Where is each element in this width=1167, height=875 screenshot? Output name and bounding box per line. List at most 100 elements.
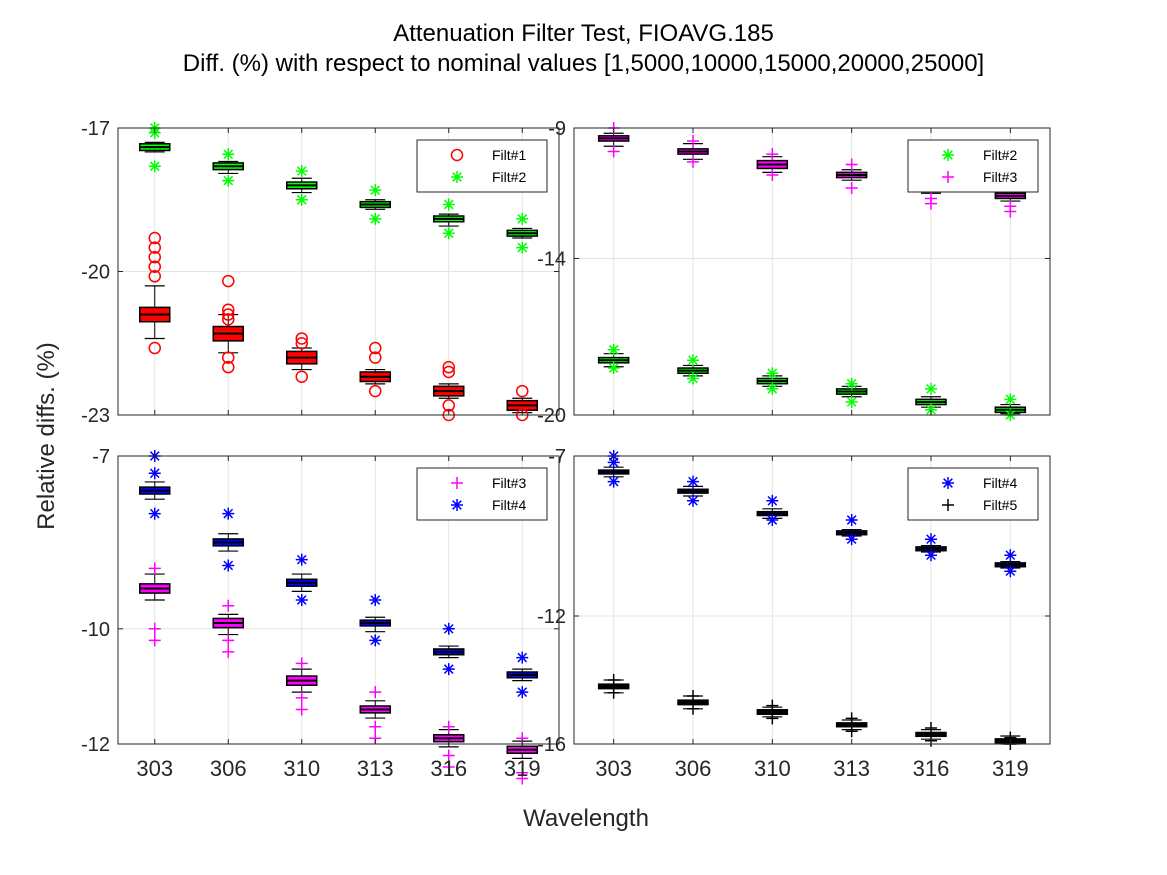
panel-bottom-right: 303 306 310 313 316 319 -7 -12 -16 Filt#4 Filt#5	[537, 446, 1051, 781]
outlier-point	[516, 241, 529, 254]
legend-label: Filt#3	[492, 475, 526, 491]
y-tick-label: -20	[537, 405, 566, 427]
outlier-point	[295, 657, 308, 670]
legend-box	[416, 467, 548, 521]
y-tick-label: -12	[537, 606, 566, 628]
outlier-point	[925, 403, 937, 416]
outlier-point	[222, 599, 235, 612]
outlier-point	[148, 634, 161, 647]
outlier-point	[148, 241, 161, 254]
outlier-point	[687, 690, 699, 702]
outlier-point	[925, 533, 937, 546]
x-tick-label: 313	[833, 756, 870, 781]
outlier-point	[607, 362, 620, 375]
outlier-point	[295, 553, 308, 566]
outlier-point	[845, 712, 858, 725]
y-tick-label: -9	[548, 118, 566, 140]
outlier-point	[442, 622, 455, 635]
outlier-point	[442, 227, 455, 240]
legend-marker	[942, 499, 954, 511]
outlier-point	[369, 351, 382, 364]
outlier-point	[148, 467, 161, 480]
outlier-point	[369, 594, 382, 606]
outlier-point	[607, 686, 620, 699]
legend-label: Filt#3	[983, 169, 1017, 185]
outlier-point	[766, 367, 779, 380]
outlier-point	[687, 494, 699, 507]
outlier-point	[925, 549, 937, 562]
outlier-point	[845, 377, 858, 390]
outlier-point	[925, 382, 937, 395]
outlier-point	[845, 725, 858, 738]
outlier-point	[442, 360, 455, 374]
x-tick-label: 310	[754, 756, 791, 781]
outlier-point	[295, 594, 308, 606]
outlier-point	[148, 160, 161, 173]
outlier-point	[845, 182, 858, 195]
outlier-point	[845, 514, 858, 526]
legend-label: Filt#2	[983, 147, 1017, 163]
outlier-point	[442, 365, 455, 379]
outlier-point	[687, 475, 699, 488]
legend: Filt#2 Filt#3	[907, 139, 1039, 193]
series-Filt4	[139, 450, 538, 699]
panel-top-left: -17 -20 -23 Filt#1 Filt#2	[81, 118, 560, 427]
y-tick-label: -16	[537, 734, 566, 756]
axes-frame	[117, 455, 560, 745]
x-axis-label: Wavelength	[523, 805, 649, 832]
x-tick-label: 319	[504, 756, 541, 781]
x-tick-label: 316	[913, 756, 950, 781]
outlier-point	[442, 198, 455, 211]
outlier-point	[295, 193, 308, 206]
outlier-point	[222, 507, 235, 520]
panel-bottom-left: 303 306 310 313 316 319 -7 -10 -12 Filt#3 Filt#4	[81, 446, 560, 785]
series-Filt2	[139, 122, 538, 254]
y-tick-label: -7	[92, 446, 110, 468]
outlier-point	[295, 332, 308, 345]
series-Filt4	[597, 450, 1027, 578]
chart-subtitle: Diff. (%) with respect to nominal values…	[182, 50, 985, 77]
outlier-point	[766, 699, 779, 712]
panel-top-right: -9 -14 -20 Filt#2 Filt#3	[537, 118, 1051, 427]
outlier-point	[607, 343, 620, 356]
x-tick-label: 316	[430, 756, 467, 781]
outlier-point	[766, 382, 779, 395]
chart-title: Attenuation Filter Test, FIOAVG.185	[393, 20, 774, 47]
x-tick-label: 303	[136, 756, 173, 781]
series-Filt5	[597, 674, 1027, 750]
y-tick-label: -20	[81, 262, 110, 284]
legend-box	[907, 467, 1039, 521]
x-tick-label: 310	[283, 756, 320, 781]
outlier-point	[148, 562, 161, 575]
outlier-point	[222, 274, 235, 288]
legend-marker	[451, 477, 463, 489]
outlier-point	[687, 354, 699, 367]
y-tick-label: -14	[537, 248, 566, 270]
legend-marker	[942, 149, 954, 161]
outlier-point	[442, 761, 455, 774]
x-tick-label: 313	[357, 756, 394, 781]
x-tick-label: 306	[210, 756, 247, 781]
outlier-point	[369, 686, 382, 699]
outlier-point	[148, 622, 161, 635]
outlier-point	[766, 494, 779, 507]
legend-label: Filt#4	[492, 497, 526, 513]
outlier-point	[295, 691, 308, 704]
outlier-point	[516, 686, 529, 699]
outlier-point	[442, 720, 455, 733]
x-tick-label: 319	[992, 756, 1029, 781]
x-tick-label: 303	[595, 756, 632, 781]
legend-box	[907, 139, 1039, 193]
legend: Filt#1 Filt#2	[416, 139, 548, 193]
outlier-point	[1004, 393, 1017, 406]
outlier-point	[687, 135, 699, 148]
outlier-point	[369, 720, 382, 733]
legend-marker	[451, 171, 463, 183]
outlier-point	[607, 456, 620, 469]
outlier-point	[516, 772, 529, 785]
outlier-point	[607, 145, 620, 158]
outlier-point	[369, 384, 382, 398]
outlier-point	[148, 231, 161, 245]
outlier-point	[607, 475, 620, 488]
